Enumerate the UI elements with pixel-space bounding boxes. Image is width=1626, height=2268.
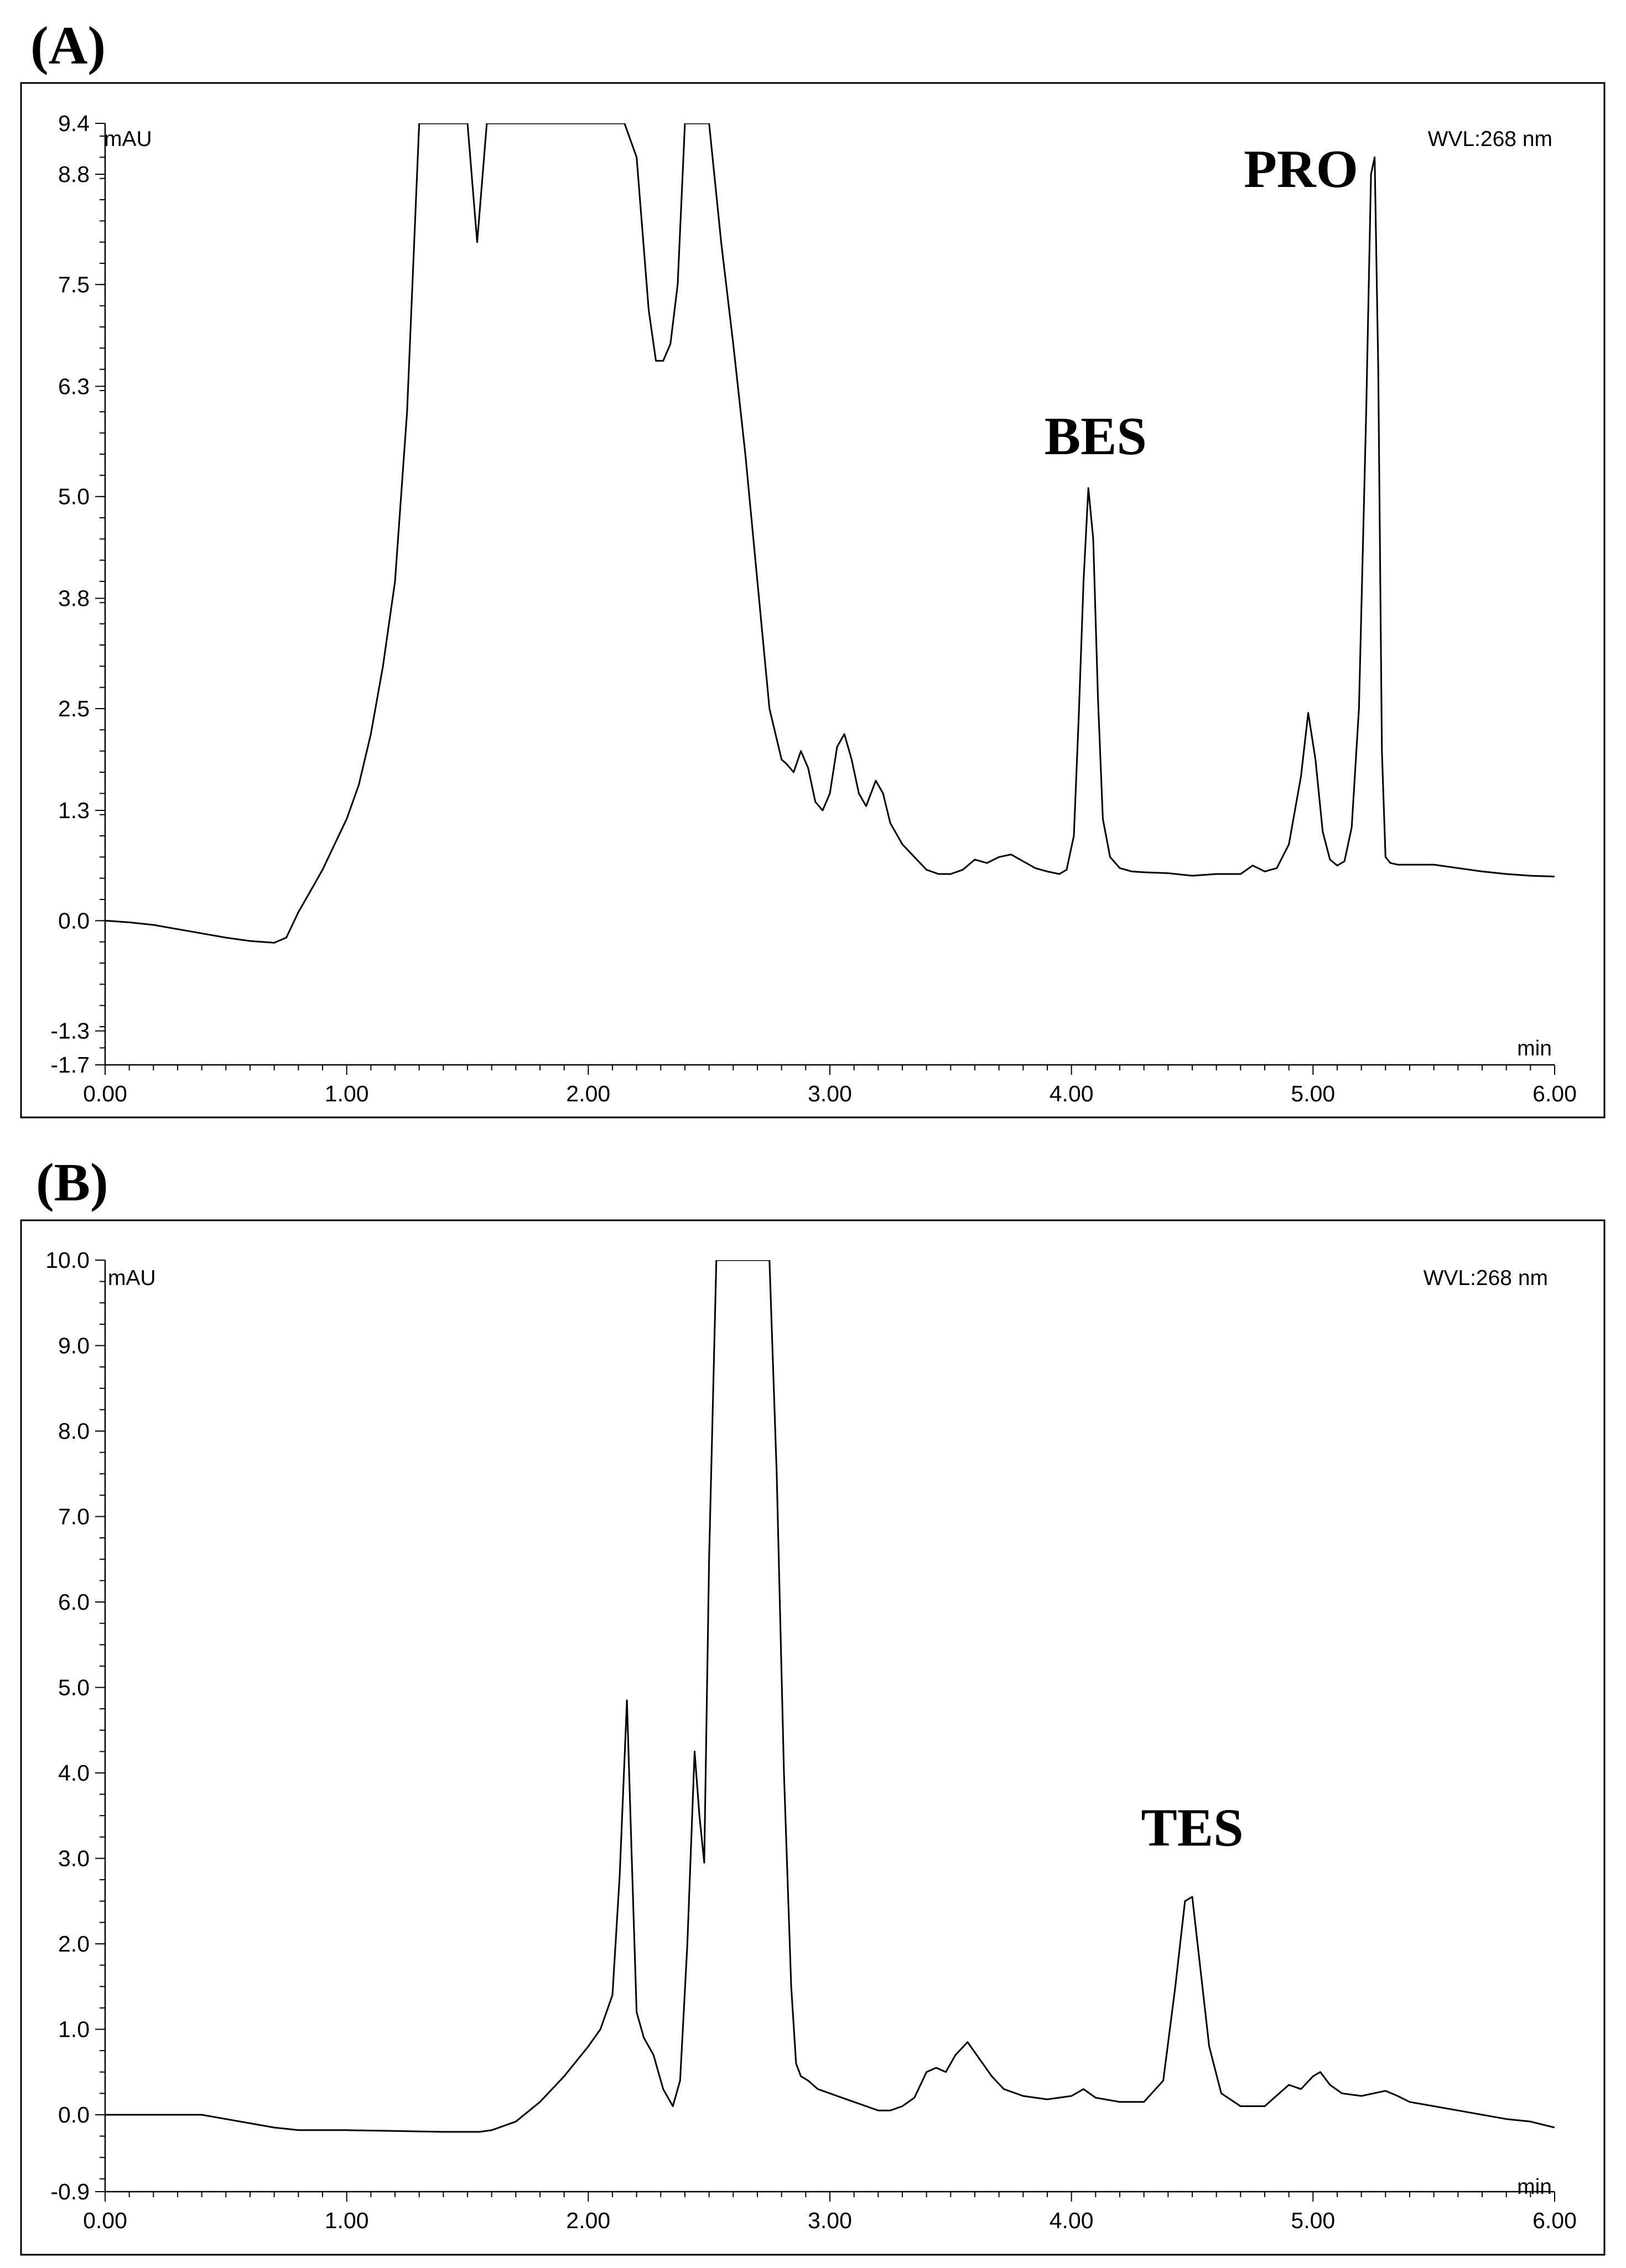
- panel-b-y-tick-label: 1.0: [58, 2016, 90, 2042]
- panel-a-x-unit: min: [1517, 1037, 1552, 1060]
- panel-a-y-tick-label: 0.0: [58, 908, 90, 933]
- panel-a-wavelength: WVL:268 nm: [1428, 127, 1552, 151]
- panel-a-y-tick-label: 7.5: [58, 272, 90, 297]
- panel-a-y-tick-label: 3.8: [58, 586, 90, 611]
- panel-b-chromatogram-trace: [105, 1260, 1555, 2133]
- panel-b-x-tick-label: 4.00: [1050, 2208, 1094, 2233]
- panel-b-y-tick-label: 5.0: [58, 1674, 90, 1700]
- panel-a-x-tick-label: 1.00: [325, 1081, 369, 1106]
- panel-a-frame: [20, 82, 1606, 1119]
- panel-b-y-tick-label: 4.0: [58, 1760, 90, 1786]
- peak-label-bes: BES: [1045, 407, 1147, 466]
- panel-b-y-tick-label: 3.0: [58, 1845, 90, 1871]
- panel-b-y-tick-label: 7.0: [58, 1504, 90, 1529]
- panel-b-frame: [20, 1219, 1606, 2256]
- peak-label-pro: PRO: [1244, 139, 1358, 199]
- panel-b-x-tick-label: 6.00: [1533, 2208, 1577, 2233]
- panel-a-y-tick-label: 2.5: [58, 696, 90, 721]
- panel-a-y-tick-label: -1.3: [50, 1018, 90, 1044]
- panel-b-wavelength: WVL:268 nm: [1424, 1266, 1548, 1290]
- panel-a-y-tick-label: 1.3: [58, 798, 90, 823]
- panel-a-chromatogram-trace: [105, 123, 1555, 944]
- panel-b-y-tick-label: -0.9: [50, 2179, 90, 2204]
- panel-b-y-tick-label: 10.0: [45, 1247, 90, 1273]
- panel-a-label: (A): [30, 16, 106, 76]
- panel-a-y-tick-label: 5.0: [58, 484, 90, 509]
- panel-b-label: (B): [36, 1153, 108, 1213]
- panel-b-y-tick-label: 0.0: [58, 2102, 90, 2127]
- panel-b: (B) 0.00 1.00 2.00 3.00 4.00 5.00 6.00 10.0 9.0 8…: [20, 1153, 1606, 2256]
- panel-b-y-tick-label: 2.0: [58, 1931, 90, 1957]
- panel-a-x-tick-label: 4.00: [1050, 1081, 1094, 1106]
- panel-a-x-tick-label: 6.00: [1533, 1081, 1577, 1106]
- panel-a-x-tick-label: 3.00: [808, 1081, 852, 1106]
- panel-b-x-unit: min: [1517, 2175, 1552, 2199]
- panel-a-y-tick-label: -1.7: [50, 1052, 90, 1078]
- panel-b-x-tick-label: 1.00: [325, 2208, 369, 2233]
- panel-a: (A) 0.00 1.00 2.00 3.00 4.00 5.00 6.00 9.4 8.8 7.…: [20, 16, 1606, 1119]
- panel-a-x-tick-label: 0.00: [83, 1081, 127, 1106]
- plot-b-area: 0.00 1.00 2.00 3.00 4.00 5.00 6.00 10.0 9.0 8.0 7.…: [45, 1247, 1577, 2233]
- panel-a-y-tick-label: 8.8: [58, 162, 90, 187]
- panel-a-y-tick-label: 9.4: [58, 111, 90, 136]
- panel-a-y-tick-label: 6.3: [58, 373, 90, 399]
- peak-label-tes: TES: [1141, 1798, 1243, 1858]
- panel-a-x-tick-label: 5.00: [1291, 1081, 1335, 1106]
- panel-b-y-tick-label: 6.0: [58, 1589, 90, 1615]
- panel-b-y-unit: mAU: [108, 1266, 156, 1290]
- panel-a-y-unit: mAU: [104, 127, 152, 151]
- plot-a-area: 0.00 1.00 2.00 3.00 4.00 5.00 6.00 9.4 8.8 7.5 6.3…: [50, 111, 1577, 1106]
- panel-b-x-tick-label: 5.00: [1291, 2208, 1335, 2233]
- panel-b-x-tick-label: 2.00: [566, 2208, 610, 2233]
- panel-b-y-tick-label: 8.0: [58, 1418, 90, 1444]
- panel-b-x-tick-label: 0.00: [83, 2208, 127, 2233]
- panel-b-x-tick-label: 3.00: [808, 2208, 852, 2233]
- panel-b-y-tick-label: 9.0: [58, 1333, 90, 1358]
- panel-a-x-tick-label: 2.00: [566, 1081, 610, 1106]
